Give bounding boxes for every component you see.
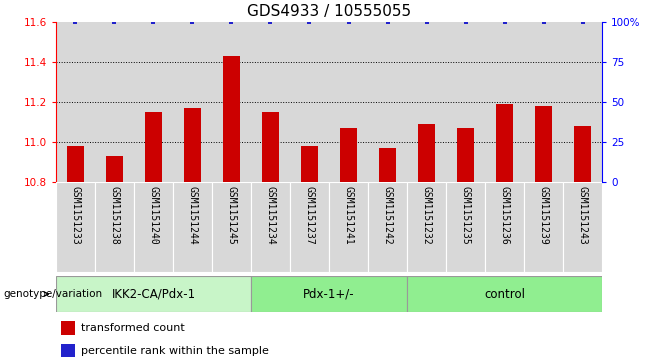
Bar [212, 22, 251, 182]
Bar [329, 22, 368, 182]
Bar [418, 124, 436, 182]
Text: GSM1151239: GSM1151239 [538, 186, 549, 245]
Bar [379, 147, 396, 182]
Bar [290, 182, 329, 272]
Bar [95, 22, 134, 182]
Bar [106, 156, 123, 182]
Text: GSM1151233: GSM1151233 [70, 186, 80, 245]
Bar [457, 128, 474, 182]
Bar [95, 182, 134, 272]
Bar [446, 182, 485, 272]
Bar [173, 182, 212, 272]
Bar [222, 56, 240, 182]
Text: Pdx-1+/-: Pdx-1+/- [303, 287, 355, 301]
Text: GSM1151238: GSM1151238 [109, 186, 120, 245]
Bar [407, 182, 446, 272]
Bar [368, 182, 407, 272]
Text: GSM1151237: GSM1151237 [305, 186, 315, 245]
Bar [329, 182, 368, 272]
Bar [61, 344, 75, 357]
Bar [251, 182, 290, 272]
Bar [485, 22, 524, 182]
Bar [56, 276, 251, 312]
Text: genotype/variation: genotype/variation [3, 289, 103, 299]
Bar [145, 112, 163, 182]
Bar [535, 106, 552, 182]
Text: percentile rank within the sample: percentile rank within the sample [80, 346, 268, 356]
Text: GSM1151235: GSM1151235 [461, 186, 470, 245]
Bar [574, 126, 592, 182]
Text: GSM1151243: GSM1151243 [578, 186, 588, 245]
Bar [61, 322, 75, 335]
Text: GSM1151245: GSM1151245 [226, 186, 236, 245]
Title: GDS4933 / 10555055: GDS4933 / 10555055 [247, 4, 411, 19]
Bar [340, 128, 357, 182]
Text: GSM1151232: GSM1151232 [422, 186, 432, 245]
Bar [563, 22, 602, 182]
Text: GSM1151241: GSM1151241 [343, 186, 353, 245]
Bar [495, 104, 513, 182]
Bar [563, 182, 602, 272]
Bar [301, 146, 318, 182]
Bar [262, 112, 279, 182]
Bar [524, 22, 563, 182]
Bar [251, 276, 407, 312]
Bar [485, 182, 524, 272]
Bar [290, 22, 329, 182]
Text: transformed count: transformed count [80, 323, 184, 333]
Bar [173, 22, 212, 182]
Text: GSM1151242: GSM1151242 [382, 186, 393, 245]
Bar [446, 22, 485, 182]
Bar [524, 182, 563, 272]
Bar [134, 182, 173, 272]
Text: GSM1151244: GSM1151244 [188, 186, 197, 245]
Bar [368, 22, 407, 182]
Bar [56, 22, 95, 182]
Text: control: control [484, 287, 525, 301]
Bar [56, 182, 95, 272]
Bar [251, 22, 290, 182]
Text: IKK2-CA/Pdx-1: IKK2-CA/Pdx-1 [111, 287, 195, 301]
Text: GSM1151236: GSM1151236 [499, 186, 509, 245]
Bar [66, 146, 84, 182]
Bar [184, 108, 201, 182]
Bar [212, 182, 251, 272]
Text: GSM1151240: GSM1151240 [149, 186, 159, 245]
Bar [407, 22, 446, 182]
Bar [134, 22, 173, 182]
Bar [407, 276, 602, 312]
Text: GSM1151234: GSM1151234 [265, 186, 276, 245]
